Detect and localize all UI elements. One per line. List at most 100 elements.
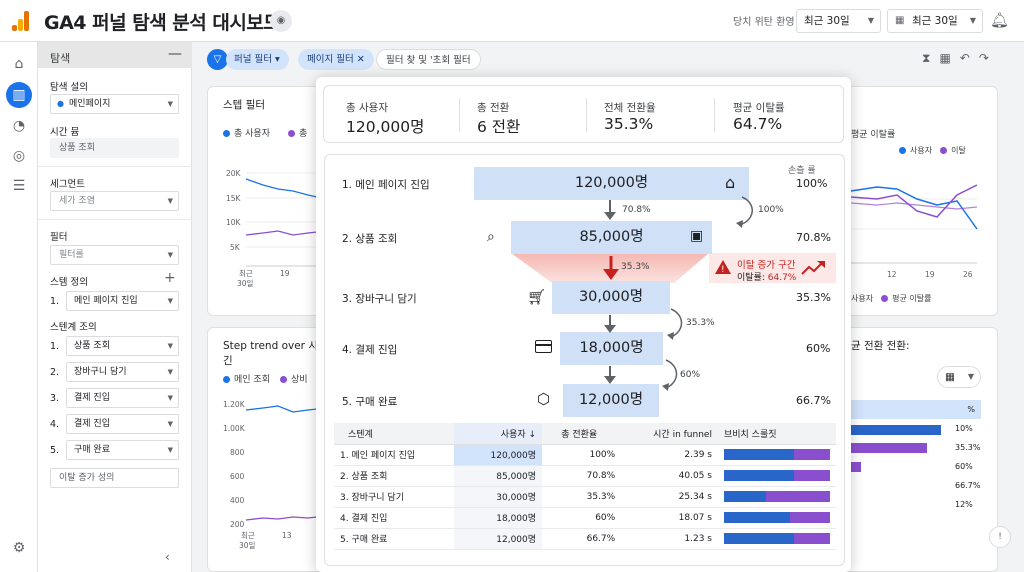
time-dropdown[interactable]: 상품 조회 xyxy=(50,138,179,158)
date-select[interactable]: ▦ 최근 30일 ▼ xyxy=(887,9,983,33)
side-rate-label: 60% xyxy=(680,370,701,380)
curved-arrow-icon xyxy=(667,308,683,340)
funnel-bar[interactable]: 85,000명 xyxy=(511,221,712,254)
chevron-down-icon: ▼ xyxy=(867,16,874,25)
funnel-filter-chip[interactable]: 퍼널 필터 ▾ xyxy=(226,49,289,70)
right-line-chart: 12 19 26 xyxy=(850,184,978,279)
funnel-step-label: 5. 구매 완료 xyxy=(342,396,398,408)
settings-gear-icon[interactable]: ⚙ xyxy=(12,540,26,556)
table-row[interactable]: 4. 결제 진입 18,000명 60% 18.07 s xyxy=(334,507,836,529)
column-header-sorted[interactable]: 사용자 ↓ xyxy=(453,423,543,445)
table-cell: 35.3% xyxy=(542,486,622,508)
explore-icon[interactable]: ◔ xyxy=(12,118,26,134)
step-dropdown-1[interactable]: 상품 조회 ▼ xyxy=(66,336,179,356)
table-cell: 1.23 s xyxy=(621,528,718,550)
funnel-bar[interactable]: 30,000명 xyxy=(552,281,670,314)
y-tick: 200 xyxy=(230,520,245,529)
add-step-button[interactable]: 이탈 증가 성의 xyxy=(50,468,179,488)
undo-icon[interactable]: ↶ xyxy=(959,51,979,65)
step-number: 3. xyxy=(50,393,60,404)
step-dropdown-3[interactable]: 결제 진입 ▼ xyxy=(66,388,179,408)
share-bar-fill xyxy=(723,449,794,460)
alert-rate: 이탈률: 64.7% xyxy=(737,273,797,283)
chevron-down-icon: ▼ xyxy=(167,342,173,350)
page-filter-chip[interactable]: 페이지 필터 ✕ xyxy=(298,49,374,70)
funnel-bar[interactable]: 120,000명 xyxy=(474,167,749,200)
add-icon[interactable]: + xyxy=(164,270,176,286)
table-row[interactable]: 1. 메인 페이지 진입 120,000명 100% 2.39 s xyxy=(334,444,836,466)
table-cell: 100% xyxy=(542,444,622,466)
share-bar-cell xyxy=(717,465,836,487)
segment-dropdown[interactable]: 세가 조염 ▼ xyxy=(50,191,179,211)
chevron-down-icon: ▼ xyxy=(167,197,173,205)
right-conversion-card: 균 전환 전환: ▦ ▼ % 10% 35.3% 60% 66.7% 12% ! xyxy=(836,327,1011,572)
toolbar-icons: ⧗▦↶↷ xyxy=(922,51,998,66)
settings-dropdown[interactable]: ● 메인페이지 ▼ xyxy=(50,94,179,114)
step-rate: 70.8% xyxy=(796,231,831,244)
kpi-strip: 총 사용자 120,000명 총 전환 6 전환 전체 전환율 35.3% 평균… xyxy=(323,85,844,143)
calendar-dropdown[interactable]: ▦ ▼ xyxy=(937,366,981,388)
advertising-icon[interactable]: ◎ xyxy=(12,148,26,164)
visibility-icon[interactable]: ◉ xyxy=(270,10,292,32)
step-def-dropdown[interactable]: 메인 페이지 진입 ▼ xyxy=(66,291,179,311)
step-dropdown-4[interactable]: 결제 진입 ▼ xyxy=(66,414,179,434)
kpi-label: 전체 전환율 xyxy=(604,102,656,114)
legend: 메인 조회 상비 xyxy=(223,372,308,385)
table-row[interactable]: 3. 장바구니 담기 30,000명 35.3% 25.34 s xyxy=(334,486,836,508)
collapse-icon[interactable]: — xyxy=(168,46,182,62)
value: 10% xyxy=(955,424,973,433)
explore-header: 탐색 — xyxy=(38,42,192,68)
x-tick: 19 xyxy=(280,269,290,278)
table-cell: 1. 메인 페이지 진입 xyxy=(334,444,454,466)
svg-text:30일: 30일 xyxy=(239,541,256,550)
search-filter-chip[interactable]: 필터 찾 및 '초회 필터 xyxy=(376,49,481,70)
down-arrow-icon xyxy=(604,200,616,220)
column-header[interactable]: 총 전환율 xyxy=(542,423,622,445)
column-header[interactable]: 스텐계 xyxy=(334,423,454,445)
column-header[interactable]: 브비치 스룰짓 xyxy=(717,423,836,445)
table-cell: 4. 결제 진입 xyxy=(334,507,454,529)
legend: 평균 이탈률 xyxy=(851,130,896,140)
grid-icon[interactable]: ▦ xyxy=(939,51,960,65)
right-trend-card: 평균 이탈률 사용자 이탈 12 19 26 사용자 평균 이탈률 xyxy=(836,86,998,316)
funnel-bar[interactable]: 12,000명 xyxy=(563,384,659,417)
funnel-filter-icon[interactable]: ▽ xyxy=(207,49,228,70)
range-select[interactable]: 최근 30일 ▼ xyxy=(796,9,881,33)
table-cell: 66.7% xyxy=(542,528,622,550)
share-bar xyxy=(723,470,830,481)
step-number: 2. xyxy=(50,367,60,378)
step-dropdown-2[interactable]: 장바구니 담기 ▼ xyxy=(66,362,179,382)
kpi-value: 35.3% xyxy=(604,115,654,133)
share-bar xyxy=(723,491,830,502)
table-cell: 5. 구매 완료 xyxy=(334,528,454,550)
filter-label: 필터 xyxy=(50,232,68,243)
segment-label: 세그먼트 xyxy=(50,179,85,190)
chevron-left-icon[interactable]: ‹ xyxy=(165,550,170,564)
table-header: % xyxy=(851,400,981,419)
hourglass-icon[interactable]: ⧗ xyxy=(922,51,940,65)
curved-arrow-icon xyxy=(736,196,753,228)
table-row[interactable]: 5. 구매 완료 12,000명 66.7% 1.23 s xyxy=(334,528,836,550)
kpi-value: 120,000명 xyxy=(346,118,425,136)
funnel-bar[interactable]: 18,000명 xyxy=(560,332,663,365)
feedback-icon[interactable]: ! xyxy=(989,526,1011,548)
down-arrow-icon xyxy=(604,366,616,384)
filter-dropdown[interactable]: 필터를 ▼ xyxy=(50,245,179,265)
table-row[interactable]: 2. 상품 조회 85,000명 70.8% 40.05 s xyxy=(334,465,836,487)
column-header[interactable]: 시간 in funnel xyxy=(621,423,718,445)
reports-icon[interactable]: ▥ xyxy=(6,82,32,108)
share-bar-cell xyxy=(717,507,836,529)
y-tick: 10K xyxy=(226,218,242,227)
table-cell: 2.39 s xyxy=(621,444,718,466)
step-def-label: 스템 정의 xyxy=(50,277,88,288)
list-icon[interactable]: ☰ xyxy=(12,178,26,194)
redo-icon[interactable]: ↷ xyxy=(978,51,998,65)
close-icon[interactable]: ✕ xyxy=(356,54,365,65)
bell-icon[interactable]: 🔔︎ xyxy=(990,11,1010,29)
y-tick: 600 xyxy=(230,472,245,481)
warning-icon: ! xyxy=(715,260,731,275)
step-dropdown-5[interactable]: 구매 완료 ▼ xyxy=(66,440,179,460)
home-icon[interactable]: ⌂ xyxy=(14,56,24,72)
